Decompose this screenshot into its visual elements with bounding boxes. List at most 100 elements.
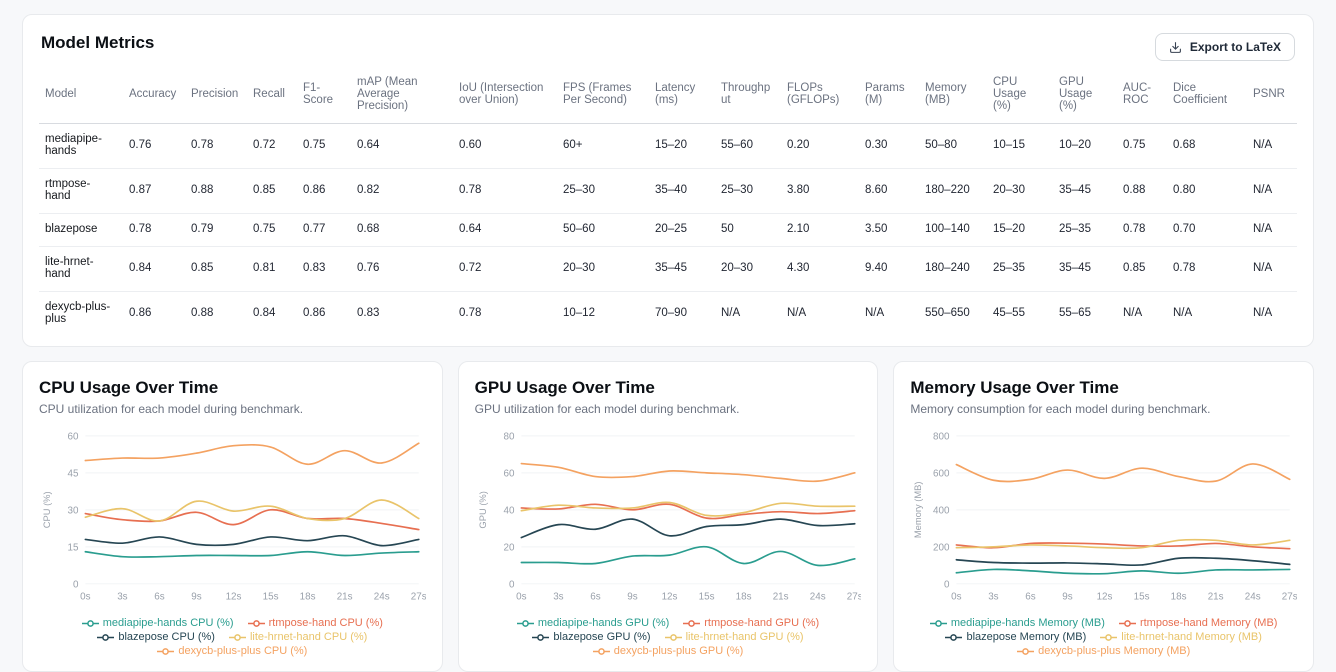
table-row: mediapipe-hands 0.76 0.78 0.72 0.75 0.64 0.60 6… [39,123,1297,169]
model-name-cell: dexycb-plus-plus [45,301,111,325]
legend-label: rtmpose-hand GPU (%) [704,617,820,630]
table-row: dexycb-plus-plus 0.86 0.88 0.84 0.86 0.83 0.78… [39,292,1297,337]
metric-cell: 0.78 [123,213,185,247]
legend-item: rtmpose-hand CPU (%) [247,617,383,629]
metric-cell: 0.84 [123,246,185,292]
card-header: Model Metrics Export to LaTeX [39,31,1297,67]
metric-cell: 35–45 [1053,246,1117,292]
line-chart-svg: GPU (%) 0 20 40 60 80 0s 3s 6s 9s 12s 15s 18s 21s 24s 2… [478,431,862,603]
line-chart-svg: CPU (%) 0 15 30 45 60 0s 3s 6s 9s 12s 15s 18s 21s 24s 2… [42,431,426,603]
legend-line-marker-icon [247,620,265,627]
legend-label: mediapipe-hands GPU (%) [537,617,670,630]
export-latex-label: Export to LaTeX [1189,40,1281,54]
table-header-row: Model Accuracy Precision Recall F1-Score mAP … [39,67,1297,124]
column-header: Params (M) [859,67,919,124]
legend-line-marker-icon [1118,620,1136,627]
legend-line-marker-icon [157,648,175,655]
x-tick-label: 21s [337,592,353,603]
x-tick-label: 15s [263,592,279,603]
column-header: IoU (Intersection over Union) [453,67,557,124]
column-header: FPS (Frames Per Second) [557,67,649,124]
legend-item: mediapipe-hands Memory (MB) [929,617,1105,630]
chart-subtitle: Memory consumption for each model during… [910,402,1211,416]
series-line [955,556,1291,567]
metric-cell: 25–30 [715,168,781,214]
metric-cell: 0.85 [247,168,297,214]
x-tick-label: 21s [772,592,788,603]
y-tick-label: 30 [68,505,79,516]
chart-title: GPU Usage Over Time [474,378,655,397]
legend-item: rtmpose-hand GPU (%) [683,617,819,629]
metric-cell: 50 [715,213,781,247]
metric-cell: 0.80 [1167,168,1247,214]
column-header: Precision [185,67,247,124]
metric-cell: 0.64 [453,213,557,247]
series-line [84,534,420,547]
legend-label: mediapipe-hands Memory (MB) [950,617,1105,630]
metric-cell: 0.78 [1167,246,1247,292]
line-chart-svg: Memory (MB) 0 200 400 600 800 0s 3s 6s 9s 12s 15s 18… [913,431,1297,603]
y-tick-label: 80 [503,431,514,442]
y-tick-label: 45 [68,468,79,479]
metric-cell: 0.20 [781,123,859,169]
metric-cell: 0.75 [247,213,297,247]
legend-item: lite-hrnet-hand CPU (%) [228,631,368,644]
metric-cell: 4.30 [781,246,859,292]
column-header: Dice Coefficient [1167,67,1247,124]
x-tick-label: 27s [846,592,861,603]
metric-cell: 0.81 [247,246,297,292]
metric-cell: 0.82 [351,168,453,214]
metric-cell: 9.40 [859,246,919,292]
x-tick-label: 12s [226,592,242,603]
metric-cell: 0.30 [859,123,919,169]
legend-line-marker-icon [592,648,610,655]
series-line [955,568,1291,575]
metric-cell: 0.72 [453,246,557,292]
legend-label: lite-hrnet-hand Memory (MB) [1121,631,1262,644]
chart-title: CPU Usage Over Time [39,378,219,397]
metric-cell: 0.75 [297,123,351,169]
metric-cell: N/A [1173,307,1193,319]
y-tick-label: 60 [503,468,514,479]
metric-cell: 0.83 [357,307,380,319]
legend-label: blazepose GPU (%) [553,631,651,644]
metric-cell: 3.50 [859,213,919,247]
metric-cell: N/A [1247,123,1297,169]
y-tick-label: 20 [503,542,514,553]
table-row: blazepose 0.78 0.79 0.75 0.77 0.68 0.64 50–60 20… [39,213,1297,247]
metric-cell: 35–45 [1053,168,1117,214]
legend-line-marker-icon [1017,648,1035,655]
metric-cell: N/A [1247,246,1297,292]
column-header: mAP (Mean Average Precision) [351,67,453,124]
series-line [84,499,420,522]
chart-subtitle: CPU utilization for each model during be… [39,402,304,416]
x-tick-label: 3s [117,592,127,603]
metric-cell: 20–30 [557,246,649,292]
legend-label: lite-hrnet-hand CPU (%) [249,631,368,644]
legend-item: lite-hrnet-hand GPU (%) [664,631,804,643]
x-tick-label: 24s [809,592,825,603]
y-tick-label: 600 [933,468,950,479]
column-header: FLOPs (GFLOPs) [781,67,859,124]
metric-cell: 0.75 [1117,123,1167,169]
legend-line-marker-icon [81,620,99,627]
metric-cell: 3.80 [781,168,859,214]
metric-cell: 0.88 [191,307,214,319]
x-tick-label: 6s [1026,592,1036,603]
metric-cell: 100–140 [919,213,987,247]
x-tick-label: 12s [1097,592,1113,603]
metric-cell: 0.64 [351,123,453,169]
export-latex-button[interactable]: Export to LaTeX [1154,33,1295,61]
metric-cell: N/A [1123,307,1143,319]
metric-cell: 0.88 [185,168,247,214]
x-tick-label: 3s [989,592,999,603]
model-name-cell: lite-hrnet-hand [39,246,123,292]
metric-cell: 45–55 [993,307,1025,319]
x-tick-label: 18s [300,592,316,603]
metric-cell: 0.76 [351,246,453,292]
column-header: AUC-ROC [1117,67,1167,124]
legend-label: rtmpose-hand Memory (MB) [1139,617,1278,630]
column-header: CPU Usage (%) [987,67,1053,124]
legend-item: rtmpose-hand Memory (MB) [1118,617,1278,630]
gpu-usage-card: GPU Usage Over Time GPU utilization for … [457,361,879,672]
